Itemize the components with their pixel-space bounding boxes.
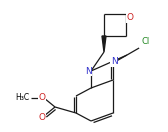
Text: N: N bbox=[85, 67, 91, 76]
Text: O: O bbox=[38, 93, 46, 102]
Text: H₃C: H₃C bbox=[15, 93, 29, 103]
Text: O: O bbox=[127, 13, 134, 22]
Text: Cl: Cl bbox=[141, 37, 149, 46]
Text: O: O bbox=[38, 114, 46, 122]
Text: N: N bbox=[111, 58, 117, 67]
Polygon shape bbox=[102, 36, 106, 52]
